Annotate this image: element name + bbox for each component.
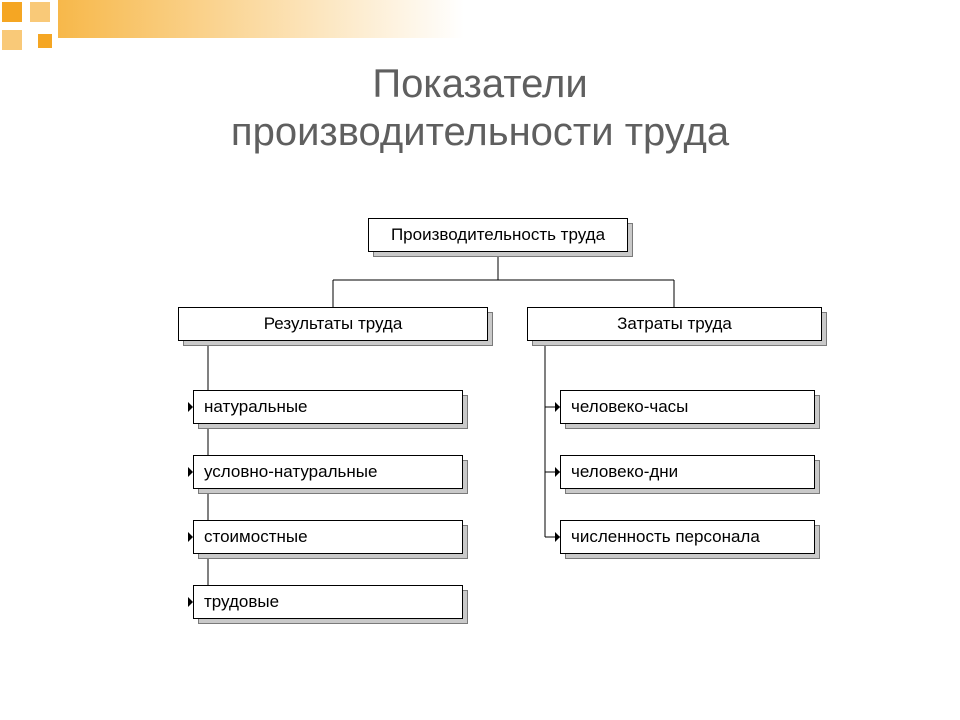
node-man-days: человеко-дни <box>560 455 815 489</box>
title-line-2: производительности труда <box>231 110 729 154</box>
page-title: Показателипроизводительности труда <box>0 60 960 156</box>
node-results: Результаты труда <box>178 307 488 341</box>
node-headcount-label: численность персонала <box>571 527 814 547</box>
header-gradient-bar <box>58 0 960 38</box>
header-square-2 <box>0 28 24 52</box>
node-costs-label: Затраты труда <box>528 314 821 334</box>
node-man-days-label: человеко-дни <box>571 462 814 482</box>
node-labor: трудовые <box>193 585 463 619</box>
node-cost: стоимостные <box>193 520 463 554</box>
node-root-label: Производительность труда <box>369 225 627 245</box>
node-headcount: численность персонала <box>560 520 815 554</box>
node-cond-natural: условно-натуральные <box>193 455 463 489</box>
node-cond-natural-label: условно-натуральные <box>204 462 462 482</box>
title-line-1: Показатели <box>372 62 587 106</box>
node-results-label: Результаты труда <box>179 314 487 334</box>
header-square-1 <box>28 0 52 24</box>
header-square-3 <box>36 32 54 50</box>
node-man-hours: человеко-часы <box>560 390 815 424</box>
node-natural-label: натуральные <box>204 397 462 417</box>
node-man-hours-label: человеко-часы <box>571 397 814 417</box>
node-labor-label: трудовые <box>204 592 462 612</box>
node-natural: натуральные <box>193 390 463 424</box>
header-square-0 <box>0 0 24 24</box>
node-root: Производительность труда <box>368 218 628 252</box>
node-cost-label: стоимостные <box>204 527 462 547</box>
node-costs: Затраты труда <box>527 307 822 341</box>
